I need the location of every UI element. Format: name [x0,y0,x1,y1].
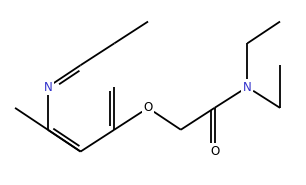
Text: O: O [144,101,153,114]
Text: O: O [210,145,219,158]
Text: N: N [243,80,252,94]
Text: N: N [43,80,52,94]
